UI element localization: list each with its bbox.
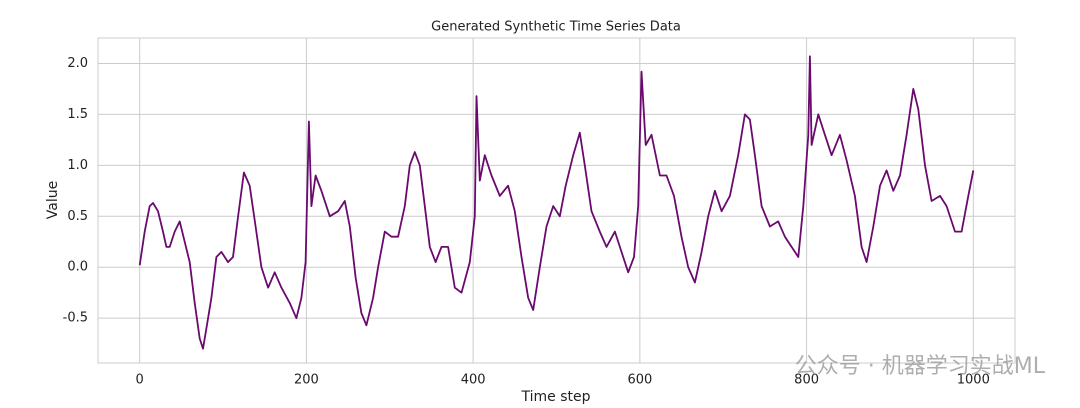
y-tick-label: 1.0 — [67, 158, 88, 173]
y-tick-label: 2.0 — [67, 56, 88, 71]
x-tick-label: 800 — [794, 373, 819, 388]
chart-title: Generated Synthetic Time Series Data — [431, 20, 681, 35]
y-tick-label: 0.0 — [67, 260, 88, 275]
x-tick-label: 400 — [461, 373, 486, 388]
plot-frame — [97, 37, 1016, 364]
y-tick-label: 1.5 — [67, 107, 88, 122]
y-axis-label: Value — [45, 181, 61, 219]
x-axis-label: Time step — [521, 389, 591, 405]
x-tick-label: 600 — [627, 373, 652, 388]
x-tick-label: 200 — [294, 373, 319, 388]
x-tick-label: 1000 — [957, 373, 990, 388]
watermark: 公众号 · 机器学习实战ML — [795, 354, 1046, 379]
data-line — [138, 55, 975, 350]
y-tick-label: -0.5 — [63, 311, 88, 326]
x-tick-label: 0 — [136, 373, 144, 388]
y-tick-label: 0.5 — [67, 209, 88, 224]
